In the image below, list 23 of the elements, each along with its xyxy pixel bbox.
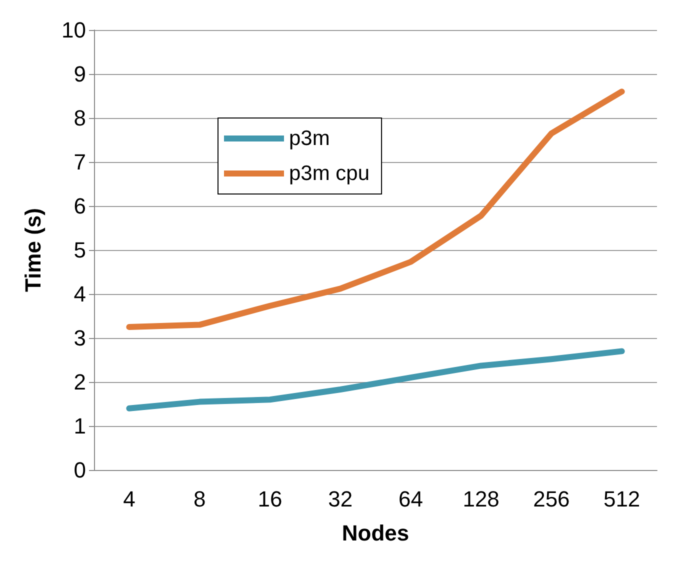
y-tick-label: 10 — [62, 18, 86, 42]
x-tick-label: 32 — [328, 486, 353, 512]
x-tick-label: 512 — [603, 486, 640, 512]
x-tick-label: 128 — [462, 486, 500, 512]
y-tick-label: 4 — [74, 282, 86, 306]
y-tick-label: 6 — [74, 194, 86, 218]
legend-label: p3m cpu — [289, 162, 370, 185]
x-tick-label: 256 — [533, 486, 570, 512]
y-tick-label: 9 — [74, 62, 86, 86]
y-tick-label: 5 — [74, 238, 86, 262]
y-tick-label: 1 — [74, 414, 86, 438]
y-tick-label: 3 — [74, 326, 86, 350]
y-tick-label: 7 — [74, 150, 86, 174]
y-tick-label: 8 — [74, 106, 86, 130]
y-axis-title: Time (s) — [20, 208, 46, 292]
x-tick-label: 8 — [193, 486, 206, 512]
x-tick-label: 4 — [123, 486, 136, 512]
x-tick-label: 64 — [398, 486, 423, 512]
x-tick-label: 16 — [258, 486, 282, 512]
x-axis-title: Nodes — [342, 520, 410, 546]
y-tick-label: 0 — [74, 458, 86, 482]
legend-label: p3m — [289, 127, 330, 150]
y-tick-label: 2 — [74, 370, 86, 394]
